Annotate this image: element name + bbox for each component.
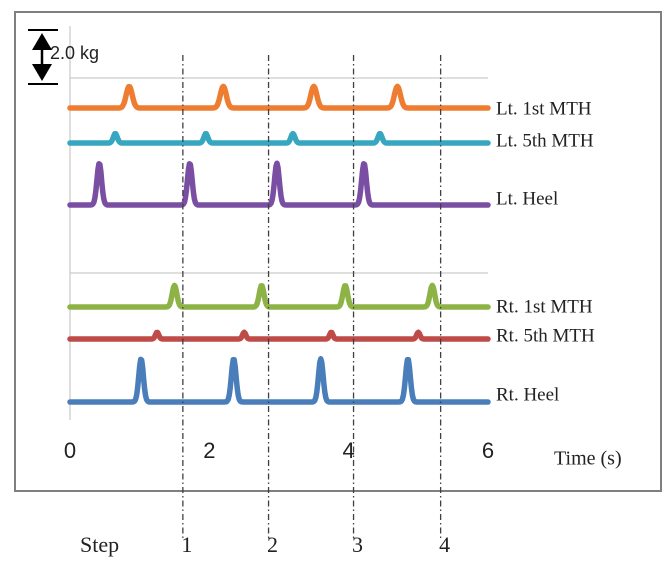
- scale-arrow-down-icon: [32, 64, 52, 81]
- scale-arrow-up-icon: [32, 33, 52, 50]
- series-label: Rt. 5th MTH: [496, 325, 595, 346]
- series-label: Rt. 1st MTH: [496, 296, 593, 317]
- x-tick-label: 6: [482, 438, 494, 463]
- step-row-label: Step: [80, 532, 119, 557]
- x-tick-label: 0: [64, 438, 76, 463]
- step-number-label: 4: [439, 532, 450, 557]
- series-label: Lt. Heel: [496, 188, 558, 209]
- series-line-lt-1: [67, 83, 491, 111]
- step-number-label: 2: [267, 532, 278, 557]
- series-line-rt-2: [67, 329, 491, 342]
- series-label: Lt. 1st MTH: [496, 98, 592, 119]
- plot-frame: [14, 11, 662, 492]
- series-line-rt-3: [67, 356, 491, 405]
- series-label: Lt. 5th MTH: [496, 130, 594, 151]
- scale-bar-label: 2.0 kg: [50, 43, 99, 63]
- series-label: Rt. Heel: [496, 384, 559, 405]
- x-tick-label: 4: [343, 438, 355, 463]
- x-tick-label: 2: [203, 438, 215, 463]
- x-axis-label: Time (s): [554, 448, 622, 470]
- series-line-lt-3: [67, 160, 491, 208]
- step-number-label: 3: [352, 532, 363, 557]
- step-number-label: 1: [181, 532, 192, 557]
- series-line-lt-2: [67, 130, 491, 146]
- series-line-rt-1: [67, 282, 491, 310]
